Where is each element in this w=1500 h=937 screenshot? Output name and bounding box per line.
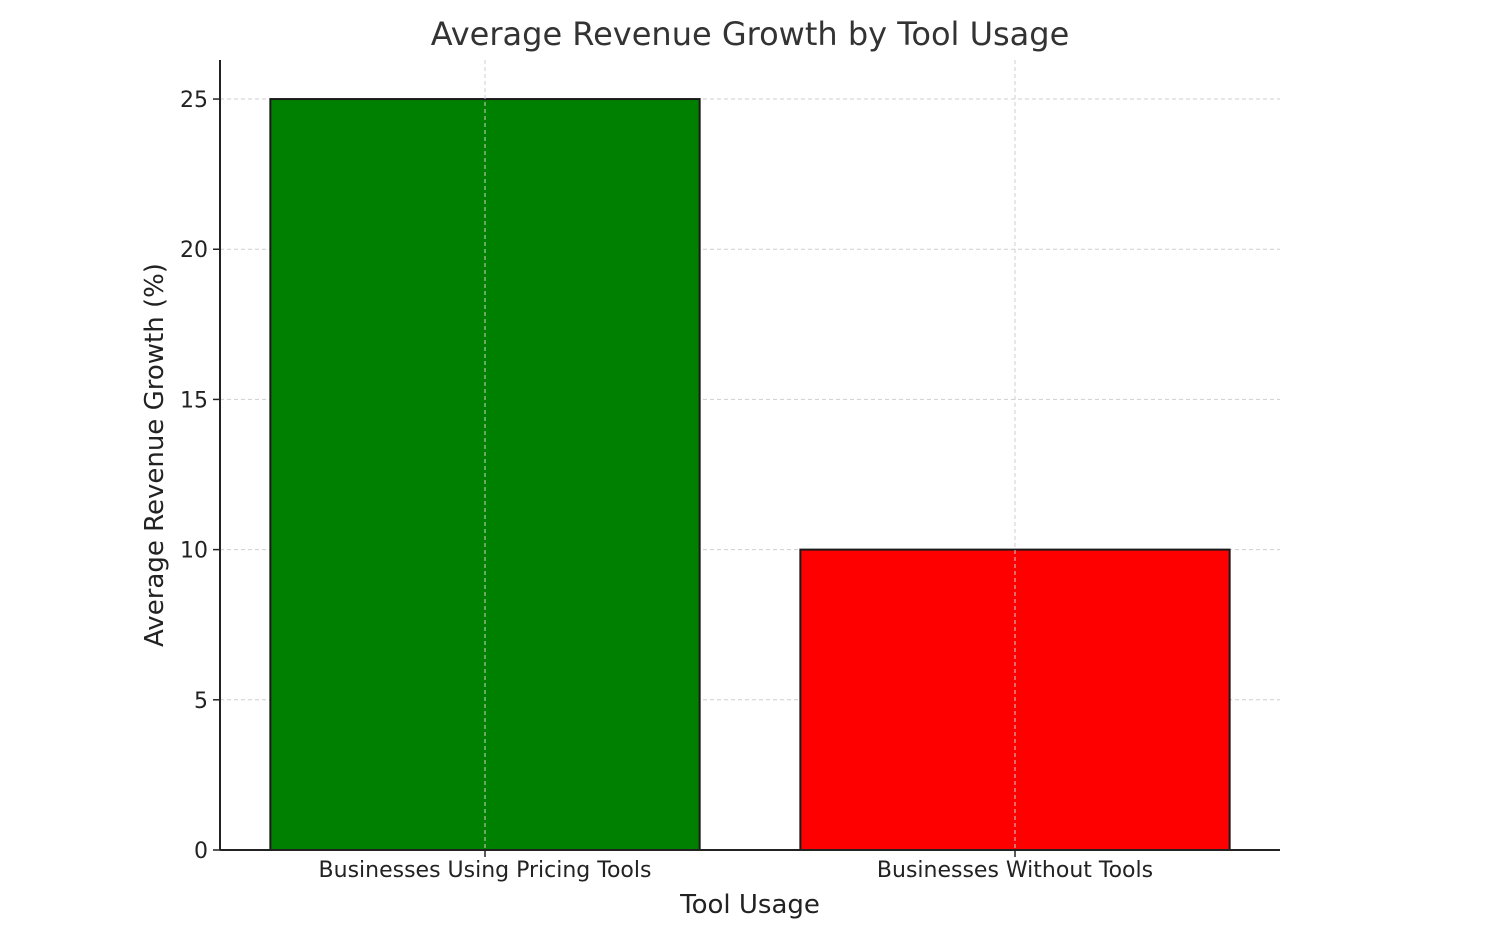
chart-title: Average Revenue Growth by Tool Usage <box>431 15 1070 53</box>
y-tick-label: 0 <box>194 839 208 864</box>
y-axis-label: Average Revenue Growth (%) <box>140 263 170 647</box>
y-axis-ticks: 0 5 10 15 20 25 <box>180 88 220 864</box>
axes <box>219 60 1280 851</box>
y-tick-label: 25 <box>180 88 208 113</box>
bars <box>269 98 1231 851</box>
x-axis-label: Tool Usage <box>679 890 820 920</box>
y-tick-label: 15 <box>180 388 208 413</box>
x-tick-label: Businesses Using Pricing Tools <box>319 858 652 883</box>
y-tick-label: 5 <box>194 689 208 714</box>
y-tick-label: 20 <box>180 238 208 263</box>
x-tick-label: Businesses Without Tools <box>877 858 1153 883</box>
y-tick-label: 10 <box>180 539 208 564</box>
x-axis-ticks: Businesses Using Pricing Tools Businesses… <box>319 850 1153 883</box>
